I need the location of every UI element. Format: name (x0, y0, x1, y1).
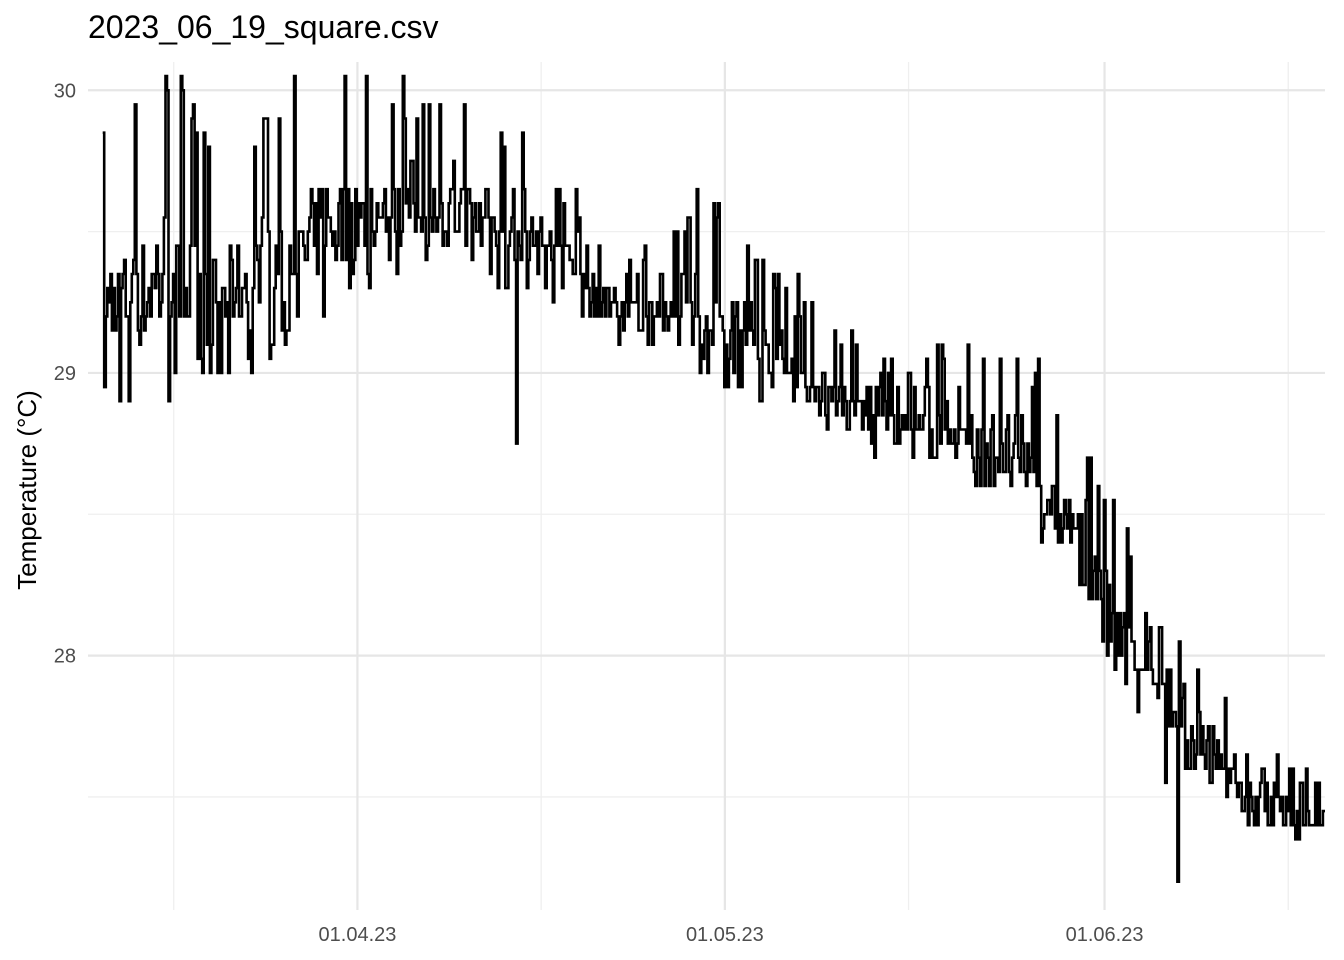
x-tick-label-2: 01.06.23 (1066, 924, 1144, 946)
y-tick-labels: 28 29 30 (54, 80, 76, 667)
chart-title: 2023_06_19_square.csv (88, 9, 439, 45)
y-tick-label-1: 29 (54, 363, 76, 385)
temperature-series-line (102, 74, 1325, 883)
x-tick-label-0: 01.04.23 (319, 924, 397, 946)
y-axis-label: Temperature (°C) (12, 390, 42, 590)
x-tick-label-1: 01.05.23 (686, 924, 764, 946)
y-tick-label-0: 28 (54, 646, 76, 668)
x-tick-labels: 01.04.23 01.05.23 01.06.23 (319, 924, 1144, 946)
y-tick-label-2: 30 (54, 80, 76, 102)
grid-lines (88, 62, 1325, 910)
